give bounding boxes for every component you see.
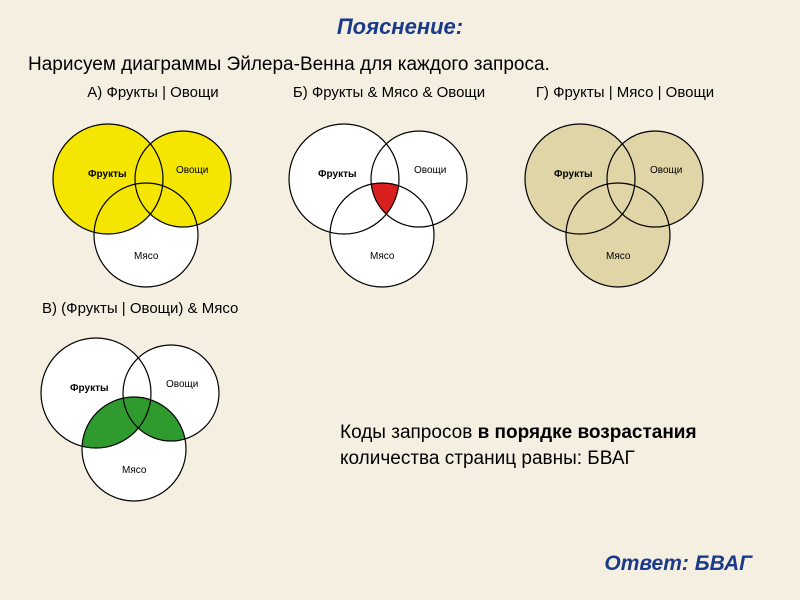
label-fruits: Фрукты xyxy=(554,169,593,180)
label-meat: Мясо xyxy=(122,465,147,476)
label-veg: Овощи xyxy=(650,165,682,176)
diagram-row-1: А) Фрукты | Овощи Фрукты Овощи Мясо Б) Ф… xyxy=(0,84,800,292)
venn-b: Фрукты Овощи Мясо xyxy=(274,107,504,292)
subtitle: Нарисуем диаграммы Эйлера-Венна для кажд… xyxy=(0,40,800,84)
diagram-a: А) Фрукты | Овощи Фрукты Овощи Мясо xyxy=(38,84,268,292)
conclusion-text: Коды запросов в порядке возрастания коли… xyxy=(340,420,760,471)
label-fruits: Фрукты xyxy=(70,383,109,394)
page-title: Пояснение: xyxy=(0,0,800,40)
diagram-b: Б) Фрукты & Мясо & Овощи Фрукты Овощи Мя… xyxy=(274,84,504,292)
label-meat: Мясо xyxy=(370,251,395,262)
label-veg: Овощи xyxy=(166,379,198,390)
label-fruits: Фрукты xyxy=(88,169,127,180)
venn-a: Фрукты Овощи Мясо xyxy=(38,107,268,292)
label-meat: Мясо xyxy=(606,251,631,262)
diagram-c-label: Г) Фрукты | Мясо | Овощи xyxy=(536,84,714,101)
label-fruits: Фрукты xyxy=(318,169,357,180)
venn-d: Фрукты Овощи Мясо xyxy=(26,321,256,506)
label-veg: Овощи xyxy=(176,165,208,176)
label-veg: Овощи xyxy=(414,165,446,176)
conclusion-post: количества страниц равны: БВАГ xyxy=(340,448,635,469)
diagram-b-label: Б) Фрукты & Мясо & Овощи xyxy=(293,84,485,101)
diagram-c: Г) Фрукты | Мясо | Овощи Фрукты Овощи Мя… xyxy=(510,84,740,292)
venn-c: Фрукты Овощи Мясо xyxy=(510,107,740,292)
conclusion-bold: в порядке возрастания xyxy=(478,422,697,443)
label-meat: Мясо xyxy=(134,251,159,262)
answer: Ответ: БВАГ xyxy=(604,552,752,576)
diagram-row-2: В) (Фрукты | Овощи) & Мясо Фрукты Овощи … xyxy=(0,300,800,511)
diagram-a-label: А) Фрукты | Овощи xyxy=(87,84,218,101)
diagram-d-label: В) (Фрукты | Овощи) & Мясо xyxy=(26,300,800,317)
conclusion-pre: Коды запросов xyxy=(340,422,478,443)
